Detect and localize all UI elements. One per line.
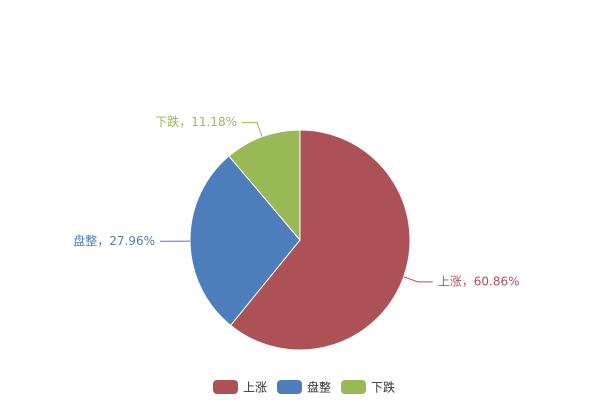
legend-swatch [341, 380, 366, 394]
data-label: 上涨，60.86% [438, 273, 520, 288]
pie-slice [228, 129, 301, 242]
label-line [403, 276, 433, 283]
pie-slice [229, 129, 411, 351]
legend-label: 下跌 [371, 380, 395, 395]
pie-slice [189, 155, 301, 327]
legend-label: 上涨 [243, 380, 267, 395]
legend-label: 盘整 [307, 380, 331, 395]
data-label: 盘整，27.96% [73, 233, 155, 248]
legend-swatch [277, 380, 302, 394]
legend-swatch [213, 380, 238, 394]
data-label: 下跌，11.18% [155, 114, 237, 129]
label-line [241, 122, 263, 137]
